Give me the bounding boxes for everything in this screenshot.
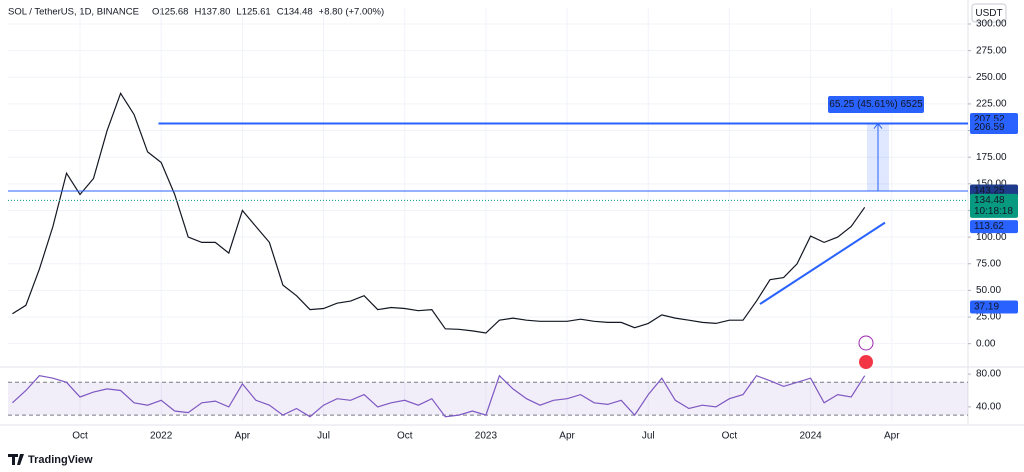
countdown: 10:18:18: [974, 206, 1013, 217]
x-tick-label: Apr: [559, 431, 575, 442]
y-tick-label: 25.00: [976, 312, 1001, 323]
price-line: [11, 374, 866, 418]
y-tick-label: 225.00: [976, 99, 1007, 110]
last-price-label: 134.48: [974, 195, 1005, 206]
trendline-start-label-box: [970, 300, 1018, 314]
x-tick-label: Jul: [317, 431, 330, 442]
y-tick-label: 50.00: [976, 285, 1001, 296]
y-tick-label: 75.00: [976, 258, 1001, 269]
ohlc-value: L125.61: [236, 7, 270, 18]
logo: [8, 454, 24, 465]
y-tick-label: 0.00: [976, 338, 996, 349]
trendline-end-label-box: [970, 220, 1018, 234]
x-tick-label: Apr: [884, 431, 900, 442]
symbol: SOL / TetherUS, 1D, BINANCE: [8, 7, 139, 18]
y-tick-label: 150.00: [976, 178, 1007, 189]
ohlc-value: C134.48: [277, 7, 313, 18]
measure-label: 65.25 (45.61%) 6525: [829, 99, 923, 110]
ray-line-label-box: [970, 121, 1018, 135]
currency[interactable]: USDT: [975, 8, 1002, 19]
x-tick-label: Oct: [722, 431, 738, 442]
horizontal-line-label: 143.25: [974, 186, 1005, 197]
currency-button[interactable]: [971, 3, 1007, 23]
y-tick-label: 250.00: [976, 72, 1007, 83]
measure-to-label: 207.52: [974, 114, 1005, 125]
last-price-box: [970, 193, 1018, 218]
event-icon: [859, 355, 873, 369]
measure-arrowhead: [873, 122, 883, 129]
brand: TradingView: [28, 454, 93, 466]
y-tick-label: 175.00: [976, 152, 1007, 163]
price-line: [12, 91, 866, 334]
y-tick-label: 40.00: [976, 402, 1001, 413]
x-tick-label: Apr: [235, 431, 251, 442]
trendline-end-label: 113.62: [974, 221, 1004, 232]
ray-line-label: 206.59: [974, 122, 1005, 133]
x-tick-label: 2022: [150, 431, 173, 442]
trendline-start-label: 37.19: [974, 302, 999, 313]
x-tick-label: 2024: [799, 431, 822, 442]
x-tick-label: Oct: [397, 431, 413, 442]
x-tick-label: Jul: [642, 431, 655, 442]
trendline: [759, 221, 886, 305]
ohlc-value: +8.80 (+7.00%): [319, 7, 385, 18]
y-tick-label: 100.00: [976, 232, 1007, 243]
y-tick-label: 275.00: [976, 45, 1007, 56]
measure-label-box: [828, 96, 924, 113]
ohlc-value: O125.68: [152, 7, 188, 18]
y-tick-label: 300.00: [976, 19, 1007, 30]
x-tick-label: Oct: [72, 431, 88, 442]
x-tick-label: 2023: [475, 431, 498, 442]
ohlc-value: H137.80: [194, 7, 230, 18]
ohlc: O125.68 H137.80 L125.61 C134.48 +8.80 (+7.00…: [152, 7, 384, 18]
event-icon: [858, 335, 874, 351]
y-tick-label: 80.00: [976, 369, 1001, 380]
